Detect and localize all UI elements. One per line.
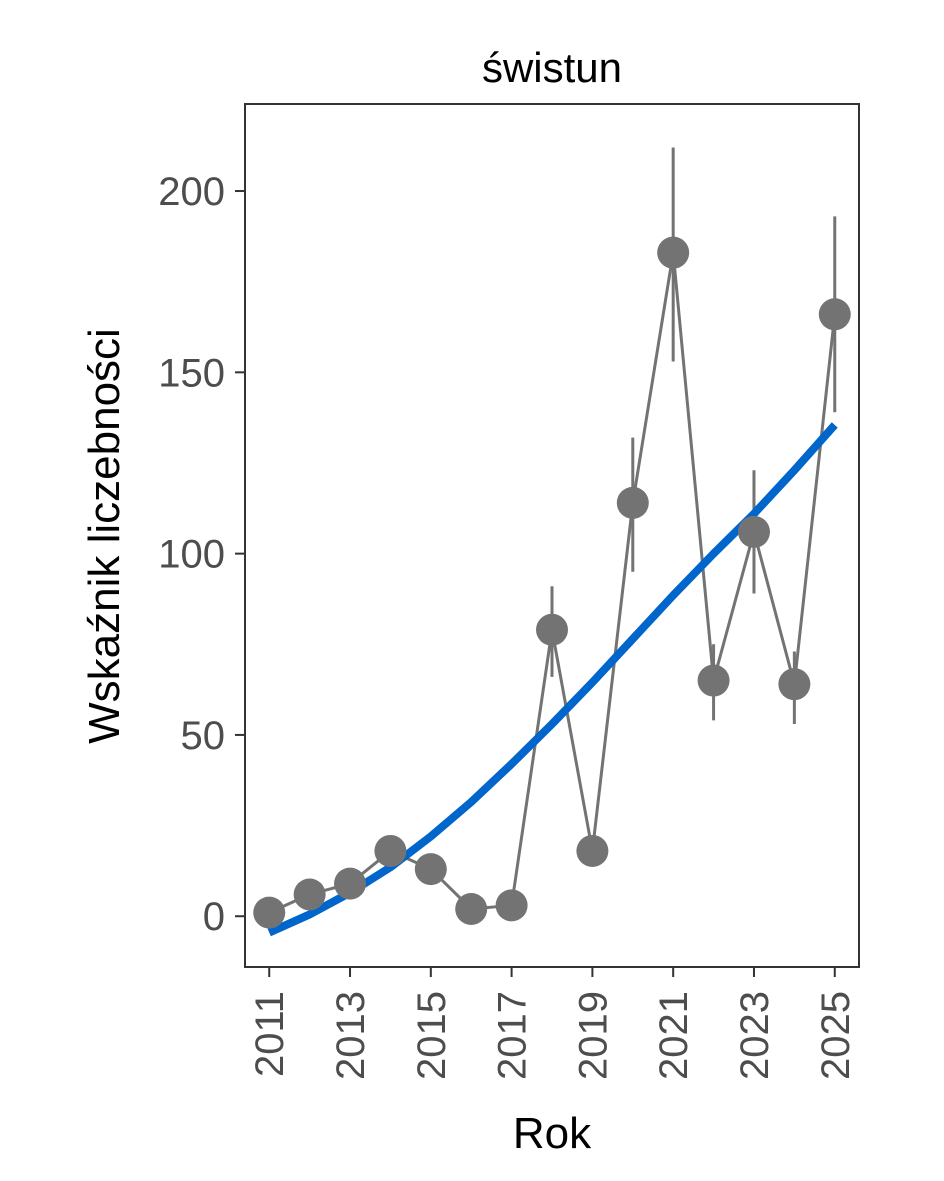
data-point	[697, 664, 730, 697]
data-point	[253, 896, 286, 929]
y-tick-label: 150	[158, 351, 225, 395]
x-tick-label: 2011	[248, 991, 292, 1077]
data-point	[778, 668, 811, 701]
chart-title: świstun	[482, 44, 622, 91]
x-tick-label: 2023	[733, 991, 777, 1080]
data-point	[334, 867, 367, 900]
data-point	[657, 236, 690, 269]
y-tick-label: 50	[181, 714, 226, 758]
data-point	[536, 613, 568, 646]
data-point	[616, 486, 649, 519]
x-tick-label: 2025	[814, 991, 858, 1080]
data-point	[414, 853, 447, 886]
x-tick-label: 2013	[329, 991, 373, 1080]
data-point	[455, 892, 488, 925]
x-tick-label: 2021	[652, 991, 696, 1080]
x-tick-label: 2019	[571, 991, 615, 1080]
data-point	[737, 515, 770, 548]
data-point	[818, 298, 851, 331]
y-axis: 0 50 100 150 200	[158, 170, 245, 939]
x-axis: 2011 2013 2015 2017 2019 2021 2023 2025	[248, 967, 858, 1080]
data-point	[495, 889, 528, 922]
x-tick-label: 2017	[491, 991, 535, 1080]
y-tick-label: 200	[158, 170, 225, 214]
plot-marks	[253, 147, 851, 937]
data-point	[374, 834, 407, 867]
y-tick-label: 100	[158, 533, 225, 577]
x-axis-title: Rok	[513, 1109, 592, 1158]
x-tick-label: 2015	[410, 991, 454, 1080]
y-axis-title: Wskaźnik liczebności	[80, 328, 129, 744]
data-point	[576, 834, 609, 867]
data-point	[293, 878, 326, 911]
y-tick-label: 0	[203, 895, 225, 939]
